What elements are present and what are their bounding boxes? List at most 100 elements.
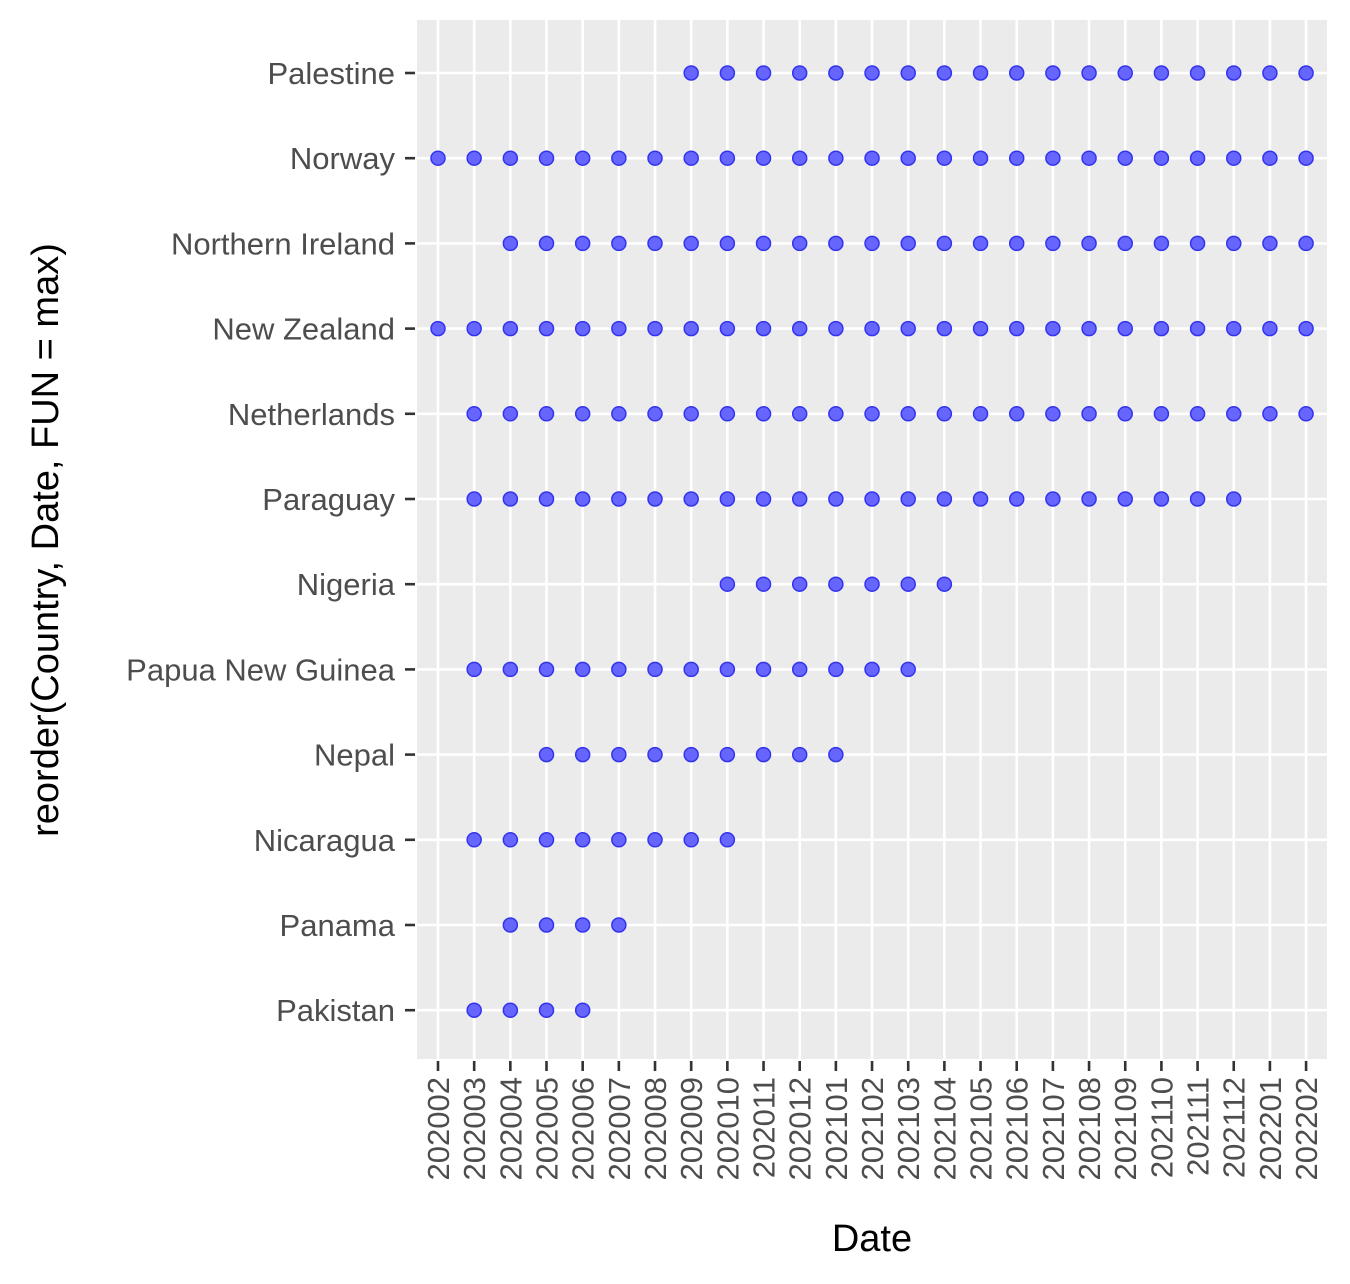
data-point <box>972 65 989 81</box>
x-tick-label: 202101 <box>819 1077 854 1180</box>
x-tick-label: 202004 <box>493 1077 528 1180</box>
x-tick-label: 202202 <box>1289 1077 1324 1180</box>
data-point <box>466 1002 482 1018</box>
data-point <box>538 406 555 422</box>
data-point <box>1189 320 1206 337</box>
data-point <box>538 746 555 763</box>
data-point <box>647 746 663 763</box>
data-point <box>1081 65 1097 81</box>
x-tick-label: 202111 <box>1181 1077 1216 1176</box>
data-point <box>900 150 916 166</box>
data-point <box>502 235 519 252</box>
data-point <box>828 150 844 166</box>
data-point <box>1045 65 1061 81</box>
x-tick-label: 202002 <box>421 1077 456 1180</box>
data-point <box>972 320 989 337</box>
data-point <box>1298 235 1314 252</box>
y-tick-label: Norway <box>290 141 396 176</box>
data-point <box>1153 406 1170 422</box>
data-point <box>864 406 880 422</box>
data-point <box>683 746 699 763</box>
data-point <box>1262 65 1278 81</box>
data-point <box>719 661 736 678</box>
data-point <box>647 150 663 166</box>
x-axis-title: Date <box>832 1218 912 1260</box>
data-point <box>791 65 808 81</box>
data-point <box>828 235 844 252</box>
data-point <box>574 746 591 763</box>
y-tick-label: Palestine <box>267 56 395 91</box>
data-point <box>719 576 736 592</box>
data-points <box>430 65 1314 1018</box>
y-tick-label: Paraguay <box>262 482 395 517</box>
data-point <box>683 150 699 166</box>
data-point <box>466 832 482 848</box>
data-point <box>502 917 519 933</box>
data-point <box>1081 150 1097 166</box>
data-point <box>791 320 808 337</box>
x-tick-label: 202104 <box>927 1077 962 1180</box>
x-tick-label: 202010 <box>710 1077 745 1180</box>
data-point <box>1262 320 1278 337</box>
y-tick-label: Netherlands <box>228 397 395 432</box>
data-point <box>900 406 916 422</box>
data-point <box>647 235 663 252</box>
data-point <box>755 150 772 166</box>
x-tick-label: 202005 <box>530 1077 565 1180</box>
data-point <box>828 661 844 678</box>
data-point <box>828 746 844 763</box>
data-point <box>755 320 772 337</box>
data-point <box>683 235 699 252</box>
y-axis-title: reorder(Country, Date, FUN = max) <box>25 243 67 837</box>
grid-lines <box>417 20 1327 1059</box>
data-point <box>683 832 699 848</box>
data-point <box>1298 65 1314 81</box>
data-point <box>900 235 916 252</box>
data-point <box>538 661 555 678</box>
data-point <box>972 406 989 422</box>
data-point <box>647 406 663 422</box>
data-point <box>1117 235 1133 252</box>
data-point <box>755 406 772 422</box>
data-point <box>1262 235 1278 252</box>
x-tick-label: 202105 <box>964 1077 999 1180</box>
data-point <box>1081 235 1097 252</box>
data-point <box>719 406 736 422</box>
data-point <box>972 150 989 166</box>
data-point <box>1081 320 1097 337</box>
data-point <box>828 406 844 422</box>
data-point <box>683 65 699 81</box>
data-point <box>1045 320 1061 337</box>
x-tick-label: 202201 <box>1253 1077 1288 1180</box>
data-point <box>719 235 736 252</box>
data-point <box>1045 150 1061 166</box>
data-point <box>1008 491 1025 507</box>
data-point <box>936 576 953 592</box>
data-point <box>1225 406 1242 422</box>
data-point <box>719 491 736 507</box>
data-point <box>1045 491 1061 507</box>
data-point <box>1008 65 1025 81</box>
data-point <box>791 576 808 592</box>
data-point <box>1008 320 1025 337</box>
data-point <box>1225 150 1242 166</box>
data-point <box>611 406 627 422</box>
x-tick-label: 202003 <box>457 1077 492 1180</box>
y-tick-label: Nepal <box>314 738 395 773</box>
data-point <box>611 150 627 166</box>
data-point <box>791 235 808 252</box>
data-point <box>574 406 591 422</box>
data-point <box>538 150 555 166</box>
x-tick-label: 202108 <box>1072 1077 1107 1180</box>
data-point <box>1262 150 1278 166</box>
x-tick-label: 202110 <box>1144 1077 1179 1178</box>
data-point <box>1225 491 1242 507</box>
data-point <box>755 746 772 763</box>
y-tick-label: Papua New Guinea <box>126 652 396 687</box>
y-tick-label: Panama <box>280 908 396 943</box>
data-point <box>936 65 953 81</box>
data-point <box>755 65 772 81</box>
data-point <box>864 576 880 592</box>
data-point <box>502 832 519 848</box>
